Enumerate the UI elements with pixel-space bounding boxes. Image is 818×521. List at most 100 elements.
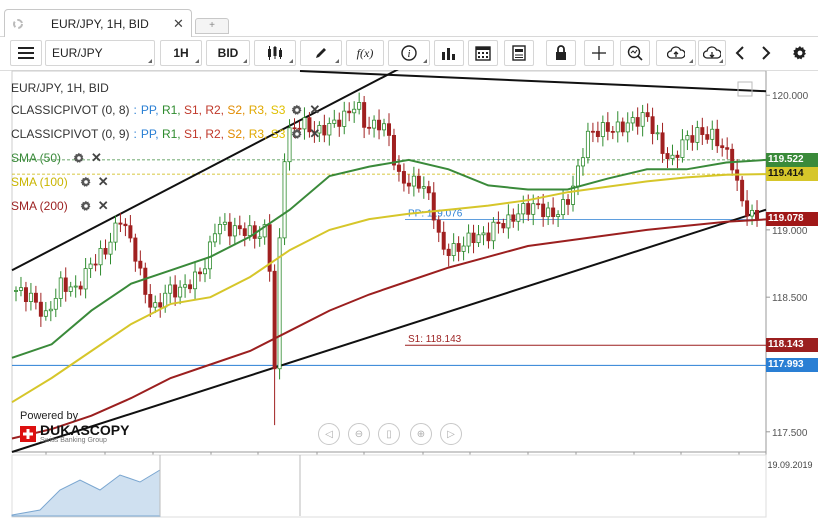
zoom-out-button[interactable]: ⊖ [348,423,370,445]
price-chart[interactable]: 120.000119.500119.000118.500118.000117.5… [0,70,818,521]
candle-body [123,223,128,227]
scroll-left-button[interactable] [728,40,752,66]
candle-body [88,263,93,269]
crosshair-button[interactable] [584,40,614,66]
tab-label: EUR/JPY, 1H, BID [51,17,149,31]
candle-body [138,260,143,269]
scroll-right-button[interactable] [754,40,778,66]
candle-body [605,122,610,132]
zoom-out-icon: ⊖ [354,428,364,440]
candle-body [391,134,396,166]
lock-button[interactable] [546,40,576,66]
period-select[interactable]: 1H [160,40,202,66]
candle-body [222,221,227,225]
symbol-select[interactable]: EUR/JPY [45,40,155,66]
legend-sma100: SMA (100) ✕ [11,170,320,194]
side-select[interactable]: BID [206,40,250,66]
candle-body [58,277,63,299]
candle-body [600,122,605,137]
candle-body [148,294,153,308]
candle-body [536,203,541,206]
download-button[interactable] [698,40,726,66]
chart-type-button[interactable] [254,40,296,66]
candle-body [317,125,322,134]
candle-body [188,284,193,290]
candle-body [302,117,307,130]
scroll-forward-button[interactable]: ▷ [440,423,462,445]
candle-body [700,127,705,135]
pivot-level-r1: R1, [161,127,184,141]
candle-body [396,164,401,172]
scroll-back-button[interactable]: ◁ [318,423,340,445]
navigator-series [11,469,161,517]
new-tab-button[interactable]: + [195,18,229,34]
trendline-top [299,70,767,93]
candle-body [506,214,511,229]
close-icon[interactable]: ✕ [309,102,321,117]
menu-button[interactable] [10,40,42,66]
candle-body [501,223,506,229]
chart-tab[interactable]: EUR/JPY, 1H, BID ✕ [4,9,192,37]
pivot-level-r2: R2, [205,103,228,117]
candle-body [237,225,242,230]
candle-body [685,135,690,141]
candle-body [242,228,247,236]
calendar-button[interactable] [468,40,498,66]
candle-body [372,119,377,129]
candle-body [595,130,600,137]
candle-body [546,207,551,218]
y-tick-label: 118.500 [772,293,808,304]
brand-name: DUKASCOPY [40,422,130,438]
info-icon: i [401,45,417,61]
upload-button[interactable] [656,40,696,66]
calendar-icon [475,46,491,61]
candle-body [153,302,158,308]
sma50-line [11,158,767,359]
candle-body [307,117,312,133]
candle-body [421,186,426,189]
price-tag-s1: 118.143 [766,338,818,353]
draw-tools-button[interactable] [300,40,342,66]
close-icon[interactable]: ✕ [97,174,109,189]
candle-body [481,232,486,236]
indicators-button[interactable]: f(x) [346,40,384,66]
close-icon[interactable]: ✕ [309,126,321,141]
candle-body [73,285,78,288]
gear-icon[interactable] [80,176,92,188]
gear-icon[interactable] [291,104,303,116]
gear-icon[interactable] [73,152,85,164]
volume-button[interactable] [434,40,464,66]
settings-button[interactable] [788,40,812,66]
candle-body [411,175,416,187]
gear-icon[interactable] [291,128,303,140]
candle-body [456,243,461,252]
gear-icon[interactable] [80,200,92,212]
candle-body [660,132,665,154]
candle-body [322,125,327,136]
candle-body [227,221,232,237]
candle-body [163,292,168,308]
chevron-left-icon [735,46,744,60]
close-tab-icon[interactable]: ✕ [173,16,184,31]
reset-button[interactable]: ▯ [378,423,400,445]
close-icon[interactable]: ✕ [91,150,102,165]
info-button[interactable]: i [388,40,430,66]
candle-body [451,243,456,256]
zoom-in-button[interactable]: ⊕ [410,423,432,445]
news-button[interactable] [504,40,534,66]
candle-body [650,116,655,135]
candle-body [720,145,725,149]
tab-bar: EUR/JPY, 1H, BID ✕ + [0,0,818,37]
loading-icon [13,19,23,29]
y-tick-label: 117.500 [772,428,808,439]
candle-body [531,203,536,215]
pivot-level-r3: R3, [248,103,271,117]
zoom-button[interactable] [620,40,650,66]
candle-body [675,154,680,158]
candle-body [670,154,675,160]
candle-body [352,108,357,114]
candle-body [93,263,98,266]
close-icon[interactable]: ✕ [97,198,109,213]
candle-body [347,110,352,114]
candle-body [178,286,183,298]
